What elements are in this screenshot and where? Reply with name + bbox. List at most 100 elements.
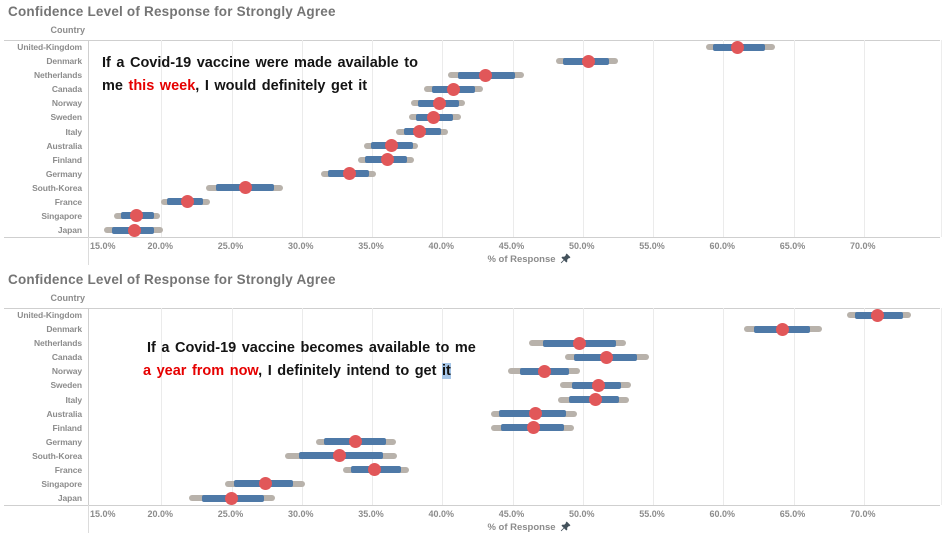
point-dot[interactable]: [413, 125, 427, 138]
country-label[interactable]: Italy: [65, 126, 82, 137]
country-label[interactable]: Sweden: [50, 380, 82, 391]
annotation-text: a year from now: [143, 363, 259, 379]
country-label[interactable]: Norway: [51, 98, 82, 109]
point-dot[interactable]: [538, 364, 552, 378]
point-dot[interactable]: [591, 378, 605, 392]
annotation-text: me: [102, 78, 129, 94]
country-label[interactable]: South-Korea: [32, 450, 82, 461]
country-label[interactable]: United-Kingdom: [17, 42, 82, 52]
gridline: [442, 308, 444, 505]
gridline: [512, 308, 514, 505]
point-dot[interactable]: [588, 393, 602, 406]
x-axis-tick-labels: 15.0% 20.0% 25.0% 30.0% 35.0% 40.0% 45.0% 50.0%…: [88, 509, 940, 520]
country-label[interactable]: Canada: [51, 352, 82, 363]
country-label[interactable]: Sweden: [50, 112, 82, 123]
pushpin-icon[interactable]: [560, 253, 571, 264]
country-label[interactable]: Canada: [51, 84, 82, 95]
pushpin-icon[interactable]: [560, 521, 571, 532]
axis-tick-label: 20.0%: [147, 241, 174, 251]
axis-tick-label: 60.0%: [709, 509, 736, 519]
axis-tick-label: 55.0%: [639, 241, 665, 251]
point-dot[interactable]: [581, 54, 595, 68]
country-label[interactable]: Netherlands: [33, 338, 82, 349]
country-label[interactable]: Japan: [57, 493, 82, 503]
point-dot[interactable]: [181, 195, 195, 209]
point-dot[interactable]: [528, 407, 542, 420]
country-label[interactable]: Italy: [65, 394, 82, 405]
country-label[interactable]: United-Kingdom: [17, 310, 82, 320]
country-label[interactable]: Singapore: [41, 210, 82, 221]
point-dot[interactable]: [871, 308, 885, 322]
country-label[interactable]: Finland: [52, 154, 82, 165]
country-labels-column: United-Kingdom Denmark Netherlands Canada No…: [0, 308, 85, 505]
point-dot[interactable]: [427, 110, 441, 124]
annotation-selected-text: it: [441, 363, 451, 379]
country-label[interactable]: Denmark: [46, 56, 82, 67]
point-dot[interactable]: [258, 477, 272, 491]
country-label[interactable]: Netherlands: [33, 70, 82, 81]
annotation-line: a year from now, I definitely intend to …: [143, 360, 476, 383]
country-column-header: Country: [50, 293, 86, 303]
gridline: [863, 40, 865, 237]
annotation-a-year-from-now[interactable]: If a Covid-19 vaccine becomes available …: [143, 337, 476, 383]
gridline: [301, 308, 303, 505]
country-label[interactable]: Singapore: [41, 478, 82, 489]
chart-a-year-from-now: Confidence Level of Response for Strongl…: [0, 268, 946, 540]
point-dot[interactable]: [368, 463, 382, 477]
axis-tick-label: 30.0%: [288, 509, 314, 519]
axis-tick-label: 40.0%: [428, 241, 455, 251]
country-labels-column: United-Kingdom Denmark Netherlands Canada No…: [0, 40, 85, 237]
gridline: [231, 308, 233, 505]
axis-tick-label: 15.0%: [90, 241, 116, 251]
axis-tick-label: 45.0%: [498, 509, 525, 519]
point-dot[interactable]: [225, 491, 238, 505]
point-dot[interactable]: [775, 322, 789, 336]
axis-tick-label: 40.0%: [428, 509, 455, 519]
country-column-header: Country: [50, 25, 86, 35]
point-dot[interactable]: [385, 139, 399, 152]
point-dot[interactable]: [573, 336, 587, 350]
gridline: [793, 308, 795, 505]
point-dot[interactable]: [479, 68, 493, 82]
point-dot[interactable]: [447, 82, 460, 96]
point-dot[interactable]: [343, 167, 356, 181]
point-dot[interactable]: [128, 223, 142, 237]
x-axis-line: [4, 237, 940, 238]
country-label[interactable]: Norway: [51, 366, 82, 377]
axis-tick-label: 65.0%: [779, 509, 806, 519]
country-label[interactable]: Germany: [45, 168, 82, 179]
x-axis-title-label: % of Response: [487, 522, 556, 533]
gridline: [582, 308, 584, 505]
gridline: [442, 40, 444, 237]
country-label[interactable]: South-Korea: [32, 182, 82, 193]
axis-tick-label: 60.0%: [709, 241, 736, 251]
country-label[interactable]: Denmark: [46, 324, 82, 335]
annotation-this-week[interactable]: If a Covid-19 vaccine were made availabl…: [102, 52, 418, 98]
country-label[interactable]: France: [54, 196, 82, 207]
gridline: [653, 40, 654, 237]
point-dot[interactable]: [730, 40, 744, 54]
point-dot[interactable]: [129, 209, 143, 223]
country-label[interactable]: Australia: [46, 140, 83, 151]
point-dot[interactable]: [333, 449, 347, 463]
point-dot[interactable]: [348, 435, 362, 449]
point-dot[interactable]: [239, 181, 253, 195]
annotation-text: , I would definitely get it: [195, 78, 368, 94]
axis-tick-label: 70.0%: [850, 241, 876, 251]
axis-tick-label: 50.0%: [569, 241, 595, 251]
point-dot[interactable]: [527, 421, 541, 435]
point-dot[interactable]: [381, 153, 394, 167]
country-label[interactable]: Finland: [52, 422, 82, 433]
point-dot[interactable]: [432, 96, 446, 110]
country-label[interactable]: Germany: [45, 436, 82, 447]
country-label[interactable]: Australia: [46, 408, 83, 419]
annotation-line: If a Covid-19 vaccine were made availabl…: [102, 52, 418, 75]
country-label[interactable]: France: [54, 464, 82, 475]
country-label[interactable]: Japan: [57, 225, 82, 235]
axis-tick-label: 25.0%: [217, 509, 244, 519]
pane-top-border: [4, 308, 940, 309]
axis-tick-label: 65.0%: [779, 241, 806, 251]
point-dot[interactable]: [600, 350, 614, 364]
annotation-line: me this week, I would definitely get it: [102, 75, 418, 98]
